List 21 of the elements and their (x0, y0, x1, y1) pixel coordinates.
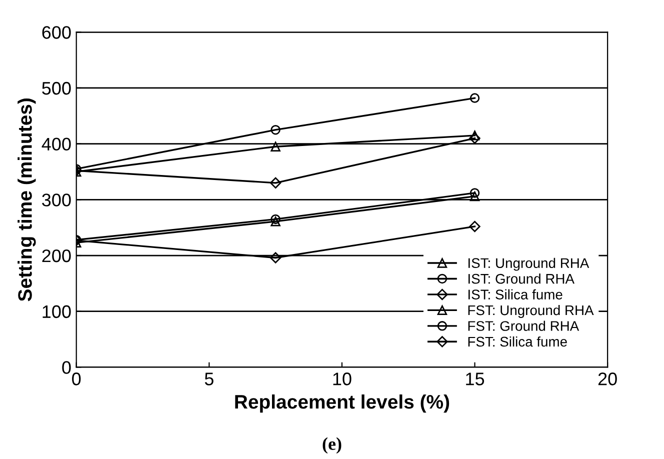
y-tick-label: 500 (42, 82, 71, 95)
text: (e) (322, 437, 342, 454)
legend-label: FST: Unground RHA (468, 304, 594, 318)
y-tick-label: 100 (42, 305, 71, 318)
y-tick-label: 0 (62, 361, 71, 374)
x-tick-label: 5 (204, 372, 214, 386)
y-tick-label: 300 (42, 194, 71, 206)
x-tick-label: 15 (466, 372, 484, 386)
x-tick-label: 20 (598, 372, 617, 386)
legend-label: IST: Ground RHA (468, 274, 574, 284)
y-tick-label: 600 (42, 26, 71, 39)
legend-label: IST: Unground RHA (468, 258, 590, 271)
legend-label: IST: Silica fume (468, 289, 562, 300)
y-axis-title: Setting time (minutes) (18, 98, 36, 302)
x-tick-label: 10 (333, 372, 352, 386)
legend-label: FST: Silica fume (468, 336, 567, 347)
x-tick-label: 0 (72, 372, 81, 386)
legend-label: FST: Ground RHA (468, 320, 580, 331)
y-tick-label: 400 (42, 138, 71, 151)
x-axis-title: Replacement levels (%) (235, 394, 450, 413)
y-tick-label: 200 (42, 249, 71, 262)
